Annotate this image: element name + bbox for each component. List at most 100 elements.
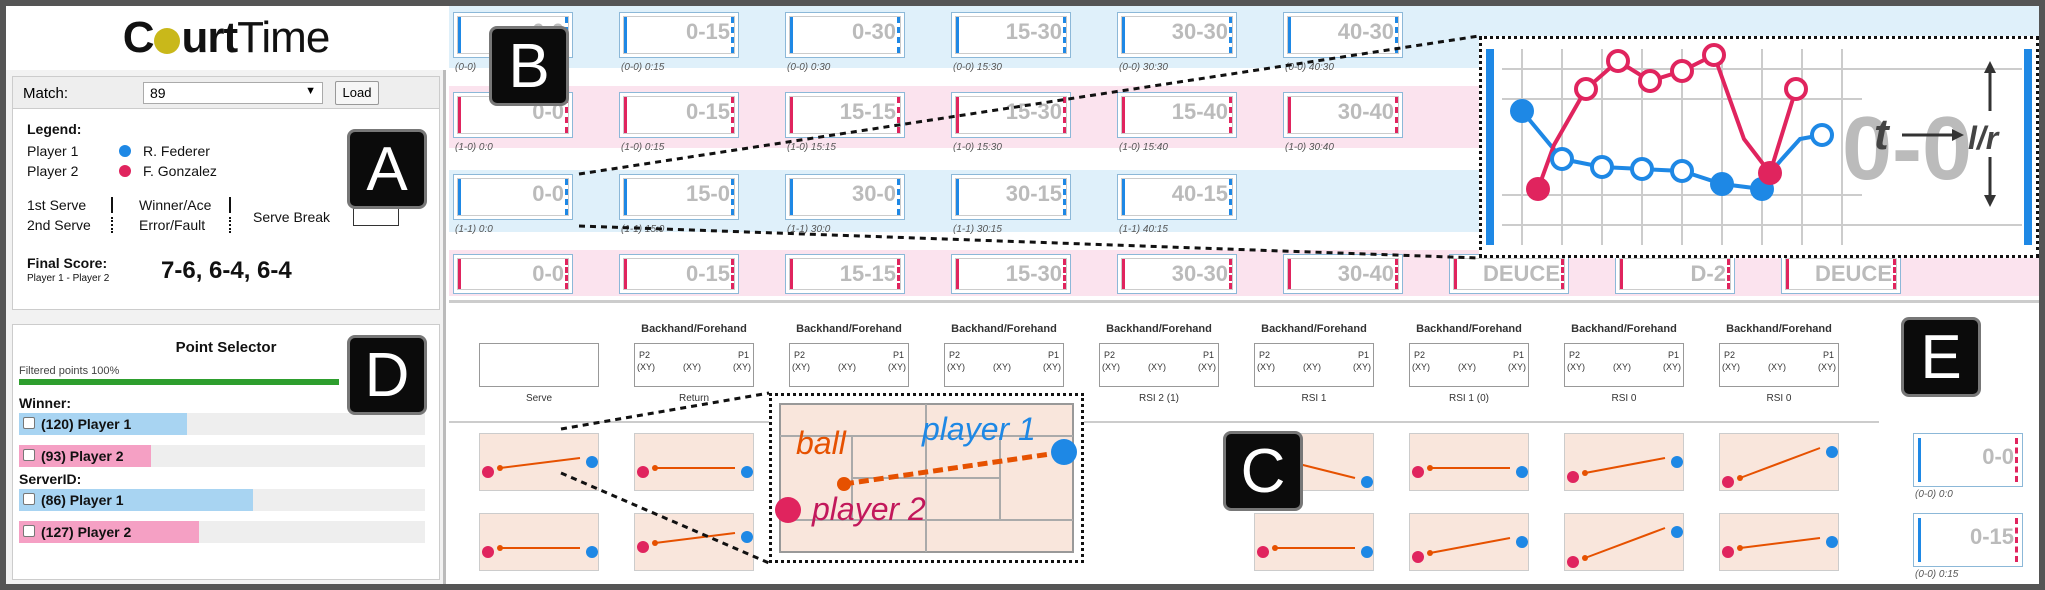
point-glyph[interactable]: 15-30 <box>951 254 1071 294</box>
point-glyph[interactable]: 0-15 <box>619 254 739 294</box>
rally-shot-chart <box>1722 536 1838 558</box>
p1-xy: (XY) <box>888 362 906 372</box>
e-point-glyph[interactable]: 0-15 <box>1913 513 2023 567</box>
point-score: D-2 <box>1690 261 1726 286</box>
rally-cell[interactable] <box>1719 433 1839 491</box>
receiver-bar <box>1395 259 1398 289</box>
receiver-bar <box>1229 179 1232 215</box>
point-glyph-court <box>457 178 569 216</box>
rally-cell[interactable] <box>479 513 599 571</box>
point-glyph[interactable]: D-2 <box>1615 254 1735 294</box>
rally-cell[interactable] <box>1409 513 1529 571</box>
rally-cell[interactable] <box>1564 433 1684 491</box>
receiver-bar <box>1063 97 1066 133</box>
filter-checkbox[interactable] <box>23 449 35 461</box>
point-caption: (1-0) 15:30 <box>953 142 1002 153</box>
rally-shot-court: P2 (XY) P1 (XY) (XY) <box>1719 343 1839 387</box>
point-score: 15-30 <box>1005 261 1062 286</box>
filter-item-label: (86) Player 1 <box>41 492 124 508</box>
rally-column-footer: RSI 2 (1) <box>1138 393 1179 404</box>
receiver-bar <box>2015 518 2018 562</box>
point-glyph[interactable]: 0-0 <box>453 174 573 220</box>
point-glyph[interactable]: 40-30 <box>1283 12 1403 58</box>
match-select[interactable]: 89 ▼ <box>143 82 323 104</box>
p1-label: P1 <box>1357 350 1369 360</box>
receiver-bar <box>2015 438 2018 482</box>
serve-break-box-icon <box>353 208 399 226</box>
filter-item[interactable]: (120) Player 1 <box>19 413 425 435</box>
p1-xy: (XY) <box>1043 362 1061 372</box>
filter-item[interactable]: (127) Player 2 <box>19 521 425 543</box>
point-glyph[interactable]: DEUCE <box>1449 254 1569 294</box>
mid-xy: (XY) <box>1458 362 1476 372</box>
rally-cell[interactable] <box>1409 433 1529 491</box>
point-glyph-court <box>1453 258 1565 290</box>
rally-cell[interactable] <box>479 433 599 491</box>
point-caption: (1-0) 0:0 <box>455 142 493 153</box>
point-glyph[interactable]: 15-30 <box>951 12 1071 58</box>
filter-item[interactable]: (93) Player 2 <box>19 445 425 467</box>
filter-item-fill <box>19 521 199 543</box>
legend-first-serve: 1st Serve <box>27 197 87 213</box>
point-glyph[interactable]: 0-0 <box>453 254 573 294</box>
server-bar <box>1122 97 1125 133</box>
filter-checkbox[interactable] <box>23 493 35 505</box>
filter-checkbox[interactable] <box>23 525 35 537</box>
point-glyph[interactable]: 30-40 <box>1283 92 1403 138</box>
point-glyph[interactable]: 30-15 <box>951 174 1071 220</box>
legend-player1-name: R. Federer <box>143 143 210 159</box>
rally-cell[interactable] <box>1564 513 1684 571</box>
point-glyph[interactable]: 30-30 <box>1117 254 1237 294</box>
point-glyph[interactable]: 15-30 <box>951 92 1071 138</box>
point-glyph[interactable]: 15-15 <box>785 92 905 138</box>
receiver-bar <box>897 259 900 289</box>
rally-shot-chart <box>1567 456 1683 483</box>
p1-label: P1 <box>1202 350 1214 360</box>
rally-cell[interactable] <box>634 433 754 491</box>
receiver-bar <box>565 179 568 215</box>
p2-xy: (XY) <box>1102 362 1120 372</box>
point-glyph[interactable]: DEUCE <box>1781 254 1901 294</box>
point-score: 0-15 <box>685 99 730 124</box>
point-glyph[interactable]: 30-0 <box>785 174 905 220</box>
point-glyph[interactable]: 15-40 <box>1117 92 1237 138</box>
receiver-bar <box>565 97 568 133</box>
point-glyph[interactable]: 15-15 <box>785 254 905 294</box>
point-caption: (0-0) 40:30 <box>1285 62 1334 73</box>
point-glyph[interactable]: 0-30 <box>785 12 905 58</box>
e-point-glyph[interactable]: 0-0 <box>1913 433 2023 487</box>
mid-xy: (XY) <box>1613 362 1631 372</box>
point-glyph[interactable]: 0-15 <box>619 92 739 138</box>
receiver-bar <box>1893 259 1896 289</box>
point-glyph[interactable]: 15-0 <box>619 174 739 220</box>
filter-item-label: (120) Player 1 <box>41 416 132 432</box>
point-glyph[interactable]: 0-15 <box>619 12 739 58</box>
receiver-bar <box>1229 259 1232 289</box>
point-score: 15-30 <box>1005 99 1062 124</box>
legend-error-fault: Error/Fault <box>139 217 206 233</box>
filter-item[interactable]: (86) Player 1 <box>19 489 425 511</box>
p1-xy: (XY) <box>1818 362 1836 372</box>
p2-xy: (XY) <box>947 362 965 372</box>
rally-column-footer: RSI 0 <box>1766 393 1792 404</box>
point-glyph[interactable]: 40-15 <box>1117 174 1237 220</box>
p1-label: P1 <box>892 350 904 360</box>
rally-cell[interactable] <box>1254 513 1374 571</box>
point-caption: (1-0) 15:40 <box>1119 142 1168 153</box>
point-glyph[interactable]: 30-40 <box>1283 254 1403 294</box>
server-bar <box>1918 438 1921 482</box>
server-bar <box>1122 17 1125 53</box>
filter-checkbox[interactable] <box>23 417 35 429</box>
point-score: 15-15 <box>839 261 896 286</box>
point-caption: (1-1) 30:15 <box>953 224 1002 235</box>
point-glyph[interactable]: 30-30 <box>1117 12 1237 58</box>
point-caption: (0-0) 15:30 <box>953 62 1002 73</box>
winner-line-icon <box>229 197 231 213</box>
point-score: 30-15 <box>1005 181 1062 206</box>
rally-cell[interactable] <box>634 513 754 571</box>
p2-xy: (XY) <box>1412 362 1430 372</box>
final-score-title: Final Score: <box>27 255 108 271</box>
load-button[interactable]: Load <box>335 81 379 105</box>
server-bar <box>956 259 959 289</box>
rally-cell[interactable] <box>1719 513 1839 571</box>
